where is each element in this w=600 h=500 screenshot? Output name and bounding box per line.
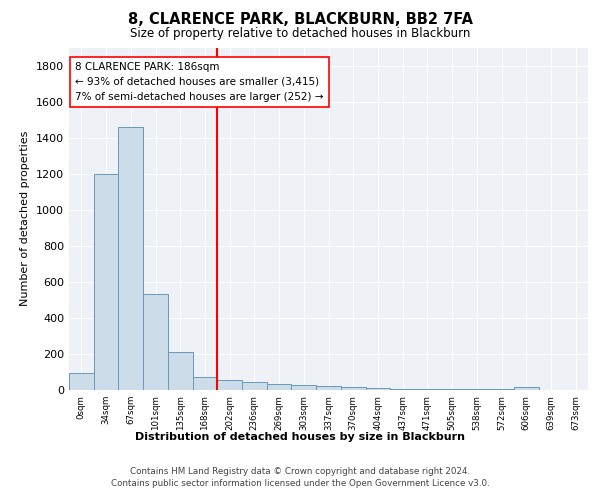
Bar: [514, 388, 539, 390]
Bar: [143, 294, 168, 390]
Bar: [94, 174, 118, 390]
Text: Distribution of detached houses by size in Blackburn: Distribution of detached houses by size …: [135, 432, 465, 442]
Bar: [365, 388, 390, 390]
Bar: [193, 378, 217, 390]
Text: 8 CLARENCE PARK: 186sqm
← 93% of detached houses are smaller (3,415)
7% of semi-: 8 CLARENCE PARK: 186sqm ← 93% of detache…: [75, 62, 323, 102]
Text: 8, CLARENCE PARK, BLACKBURN, BB2 7FA: 8, CLARENCE PARK, BLACKBURN, BB2 7FA: [128, 12, 473, 28]
Bar: [440, 389, 464, 390]
Y-axis label: Number of detached properties: Number of detached properties: [20, 131, 31, 306]
Text: Contains HM Land Registry data © Crown copyright and database right 2024.: Contains HM Land Registry data © Crown c…: [130, 468, 470, 476]
Bar: [415, 389, 440, 390]
Bar: [217, 380, 242, 390]
Text: Size of property relative to detached houses in Blackburn: Size of property relative to detached ho…: [130, 28, 470, 40]
Bar: [118, 127, 143, 390]
Bar: [390, 388, 415, 390]
Bar: [341, 388, 365, 390]
Bar: [316, 386, 341, 390]
Text: Contains public sector information licensed under the Open Government Licence v3: Contains public sector information licen…: [110, 479, 490, 488]
Bar: [69, 373, 94, 390]
Bar: [292, 386, 316, 390]
Bar: [267, 384, 292, 390]
Bar: [168, 352, 193, 390]
Bar: [242, 382, 267, 390]
